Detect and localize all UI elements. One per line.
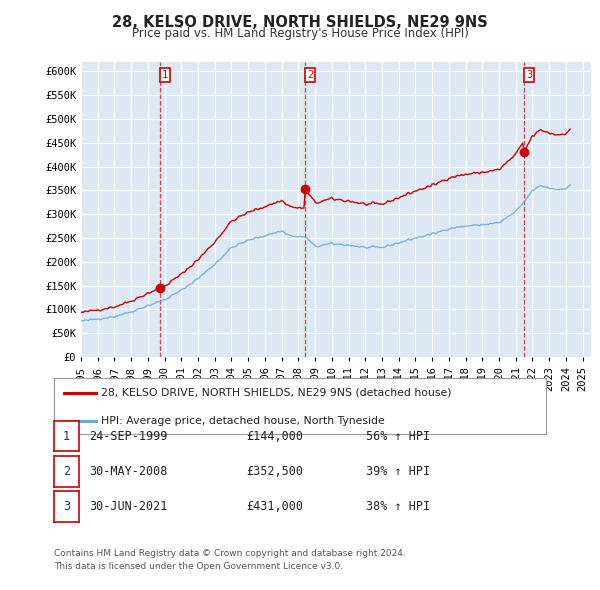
Text: Price paid vs. HM Land Registry's House Price Index (HPI): Price paid vs. HM Land Registry's House … [131, 27, 469, 40]
Text: 2: 2 [63, 465, 70, 478]
Text: 28, KELSO DRIVE, NORTH SHIELDS, NE29 9NS: 28, KELSO DRIVE, NORTH SHIELDS, NE29 9NS [112, 15, 488, 30]
Text: 56% ↑ HPI: 56% ↑ HPI [366, 430, 430, 442]
Text: 1: 1 [162, 70, 168, 80]
Text: 1: 1 [63, 430, 70, 442]
Text: 28, KELSO DRIVE, NORTH SHIELDS, NE29 9NS (detached house): 28, KELSO DRIVE, NORTH SHIELDS, NE29 9NS… [101, 388, 451, 398]
Text: £352,500: £352,500 [246, 465, 303, 478]
Text: HPI: Average price, detached house, North Tyneside: HPI: Average price, detached house, Nort… [101, 417, 385, 427]
Text: 3: 3 [63, 500, 70, 513]
Text: £431,000: £431,000 [246, 500, 303, 513]
Text: Contains HM Land Registry data © Crown copyright and database right 2024.: Contains HM Land Registry data © Crown c… [54, 549, 406, 558]
Text: 30-MAY-2008: 30-MAY-2008 [89, 465, 167, 478]
Text: 39% ↑ HPI: 39% ↑ HPI [366, 465, 430, 478]
Text: 2: 2 [307, 70, 313, 80]
Text: 24-SEP-1999: 24-SEP-1999 [89, 430, 167, 442]
Text: 3: 3 [526, 70, 532, 80]
Text: 38% ↑ HPI: 38% ↑ HPI [366, 500, 430, 513]
Text: 30-JUN-2021: 30-JUN-2021 [89, 500, 167, 513]
Text: This data is licensed under the Open Government Licence v3.0.: This data is licensed under the Open Gov… [54, 562, 343, 571]
Text: £144,000: £144,000 [246, 430, 303, 442]
